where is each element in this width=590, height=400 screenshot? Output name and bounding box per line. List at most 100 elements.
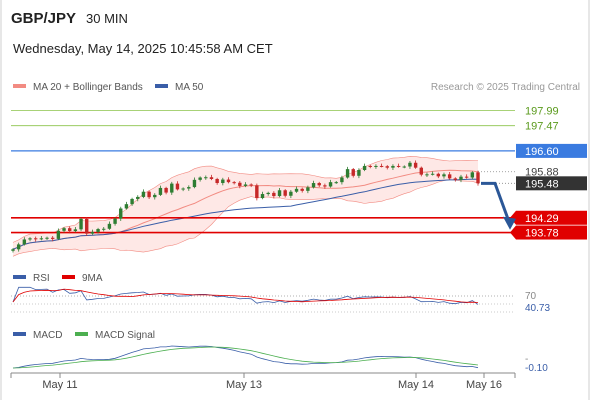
candle <box>243 184 248 186</box>
last-price-label-bg <box>516 176 587 191</box>
bollinger-lower-line <box>12 179 479 257</box>
candle <box>442 174 446 177</box>
candle <box>357 170 361 176</box>
candle <box>130 198 134 205</box>
candle <box>56 230 61 239</box>
projection-arrow-head <box>503 216 516 230</box>
candle <box>464 176 469 178</box>
candle <box>402 166 406 168</box>
macd-signal-legend-swatch <box>75 332 88 336</box>
target-label-1: 197.47 <box>525 121 559 133</box>
candle <box>192 179 197 188</box>
candle <box>238 182 242 186</box>
candle <box>198 177 202 180</box>
candle <box>317 183 321 186</box>
target-label-0: 197.99 <box>525 106 559 118</box>
candle <box>175 183 180 190</box>
candle <box>124 204 129 209</box>
candle <box>476 172 480 184</box>
candle <box>204 177 208 179</box>
candle <box>209 177 214 179</box>
rsi-ma-legend-label: 9MA <box>82 273 103 284</box>
candle <box>79 218 83 230</box>
macd-panel <box>12 345 479 369</box>
candle <box>11 249 15 251</box>
candle <box>413 162 418 168</box>
candle <box>351 169 355 176</box>
candle <box>277 190 282 197</box>
candle <box>328 182 333 187</box>
candle <box>323 185 327 187</box>
candle <box>255 185 259 199</box>
symbol-title: GBP/JPY <box>11 10 77 27</box>
candle <box>391 165 395 168</box>
candle <box>294 188 299 192</box>
support-label-bg-5 <box>516 210 587 225</box>
candle <box>119 208 123 219</box>
candle <box>260 194 265 199</box>
support-label-5: 194.29 <box>525 213 559 225</box>
candle <box>96 229 100 232</box>
candle <box>39 238 44 240</box>
candle <box>396 165 401 167</box>
candle <box>430 173 435 175</box>
rsi-70-label: 70 <box>525 291 537 302</box>
ma50-legend-swatch <box>155 84 168 88</box>
candle <box>266 192 270 195</box>
macd-signal-legend-label: MACD Signal <box>95 330 155 341</box>
candle <box>374 165 378 167</box>
candle <box>68 228 72 232</box>
macd-last-label: -0.10 <box>525 363 548 374</box>
bollinger-band-fill <box>13 156 478 257</box>
rsi-panel <box>12 286 479 305</box>
candle <box>459 176 463 180</box>
candle <box>379 165 384 167</box>
candle <box>33 238 38 240</box>
timeframe-label: 30 MIN <box>86 11 128 26</box>
candle <box>345 169 350 178</box>
marker-label: 195.88 <box>525 167 559 179</box>
candle <box>164 187 168 193</box>
candle <box>158 187 163 195</box>
candle <box>425 174 429 176</box>
candle <box>141 191 146 197</box>
support-label-pointer-6 <box>510 225 516 240</box>
candle <box>136 196 140 199</box>
candle <box>85 218 89 234</box>
rsi-ma-line <box>12 288 479 303</box>
bb-legend-swatch <box>13 84 26 88</box>
macd-legend-swatch <box>13 332 26 336</box>
candle <box>50 237 55 239</box>
main-legend: MA 20 + Bollinger Bands MA 50 Research ©… <box>13 82 580 93</box>
candle <box>221 179 225 184</box>
candle <box>45 237 49 239</box>
candle <box>362 165 367 170</box>
candle <box>334 182 338 184</box>
candle <box>289 191 293 196</box>
candle <box>102 228 106 230</box>
candle <box>385 166 389 168</box>
candle <box>300 188 304 191</box>
rsi-legend: RSI 9MA <box>13 273 103 284</box>
x-tick-label-2: May 14 <box>398 379 434 391</box>
x-axis: May 11 May 13 May 14 May 16 <box>10 373 516 391</box>
candle <box>436 173 441 177</box>
candle <box>306 187 310 191</box>
support-label-bg-6 <box>516 225 587 240</box>
macd-line <box>12 345 479 369</box>
bollinger-upper-line <box>12 155 479 243</box>
ma50-legend-label: MA 50 <box>175 82 204 93</box>
resistance-label-bg <box>516 143 587 158</box>
candle <box>470 172 475 178</box>
datetime-label: Wednesday, May 14, 2025 10:45:58 AM CET <box>13 41 273 56</box>
candle <box>453 178 458 180</box>
last-price-label: 195.48 <box>525 178 559 190</box>
projection-arrow-line <box>481 181 511 223</box>
candle <box>90 231 95 234</box>
candle <box>408 162 412 167</box>
candle <box>226 179 231 183</box>
candle <box>272 192 276 197</box>
copyright-text: Research © 2025 Trading Central <box>431 82 580 93</box>
